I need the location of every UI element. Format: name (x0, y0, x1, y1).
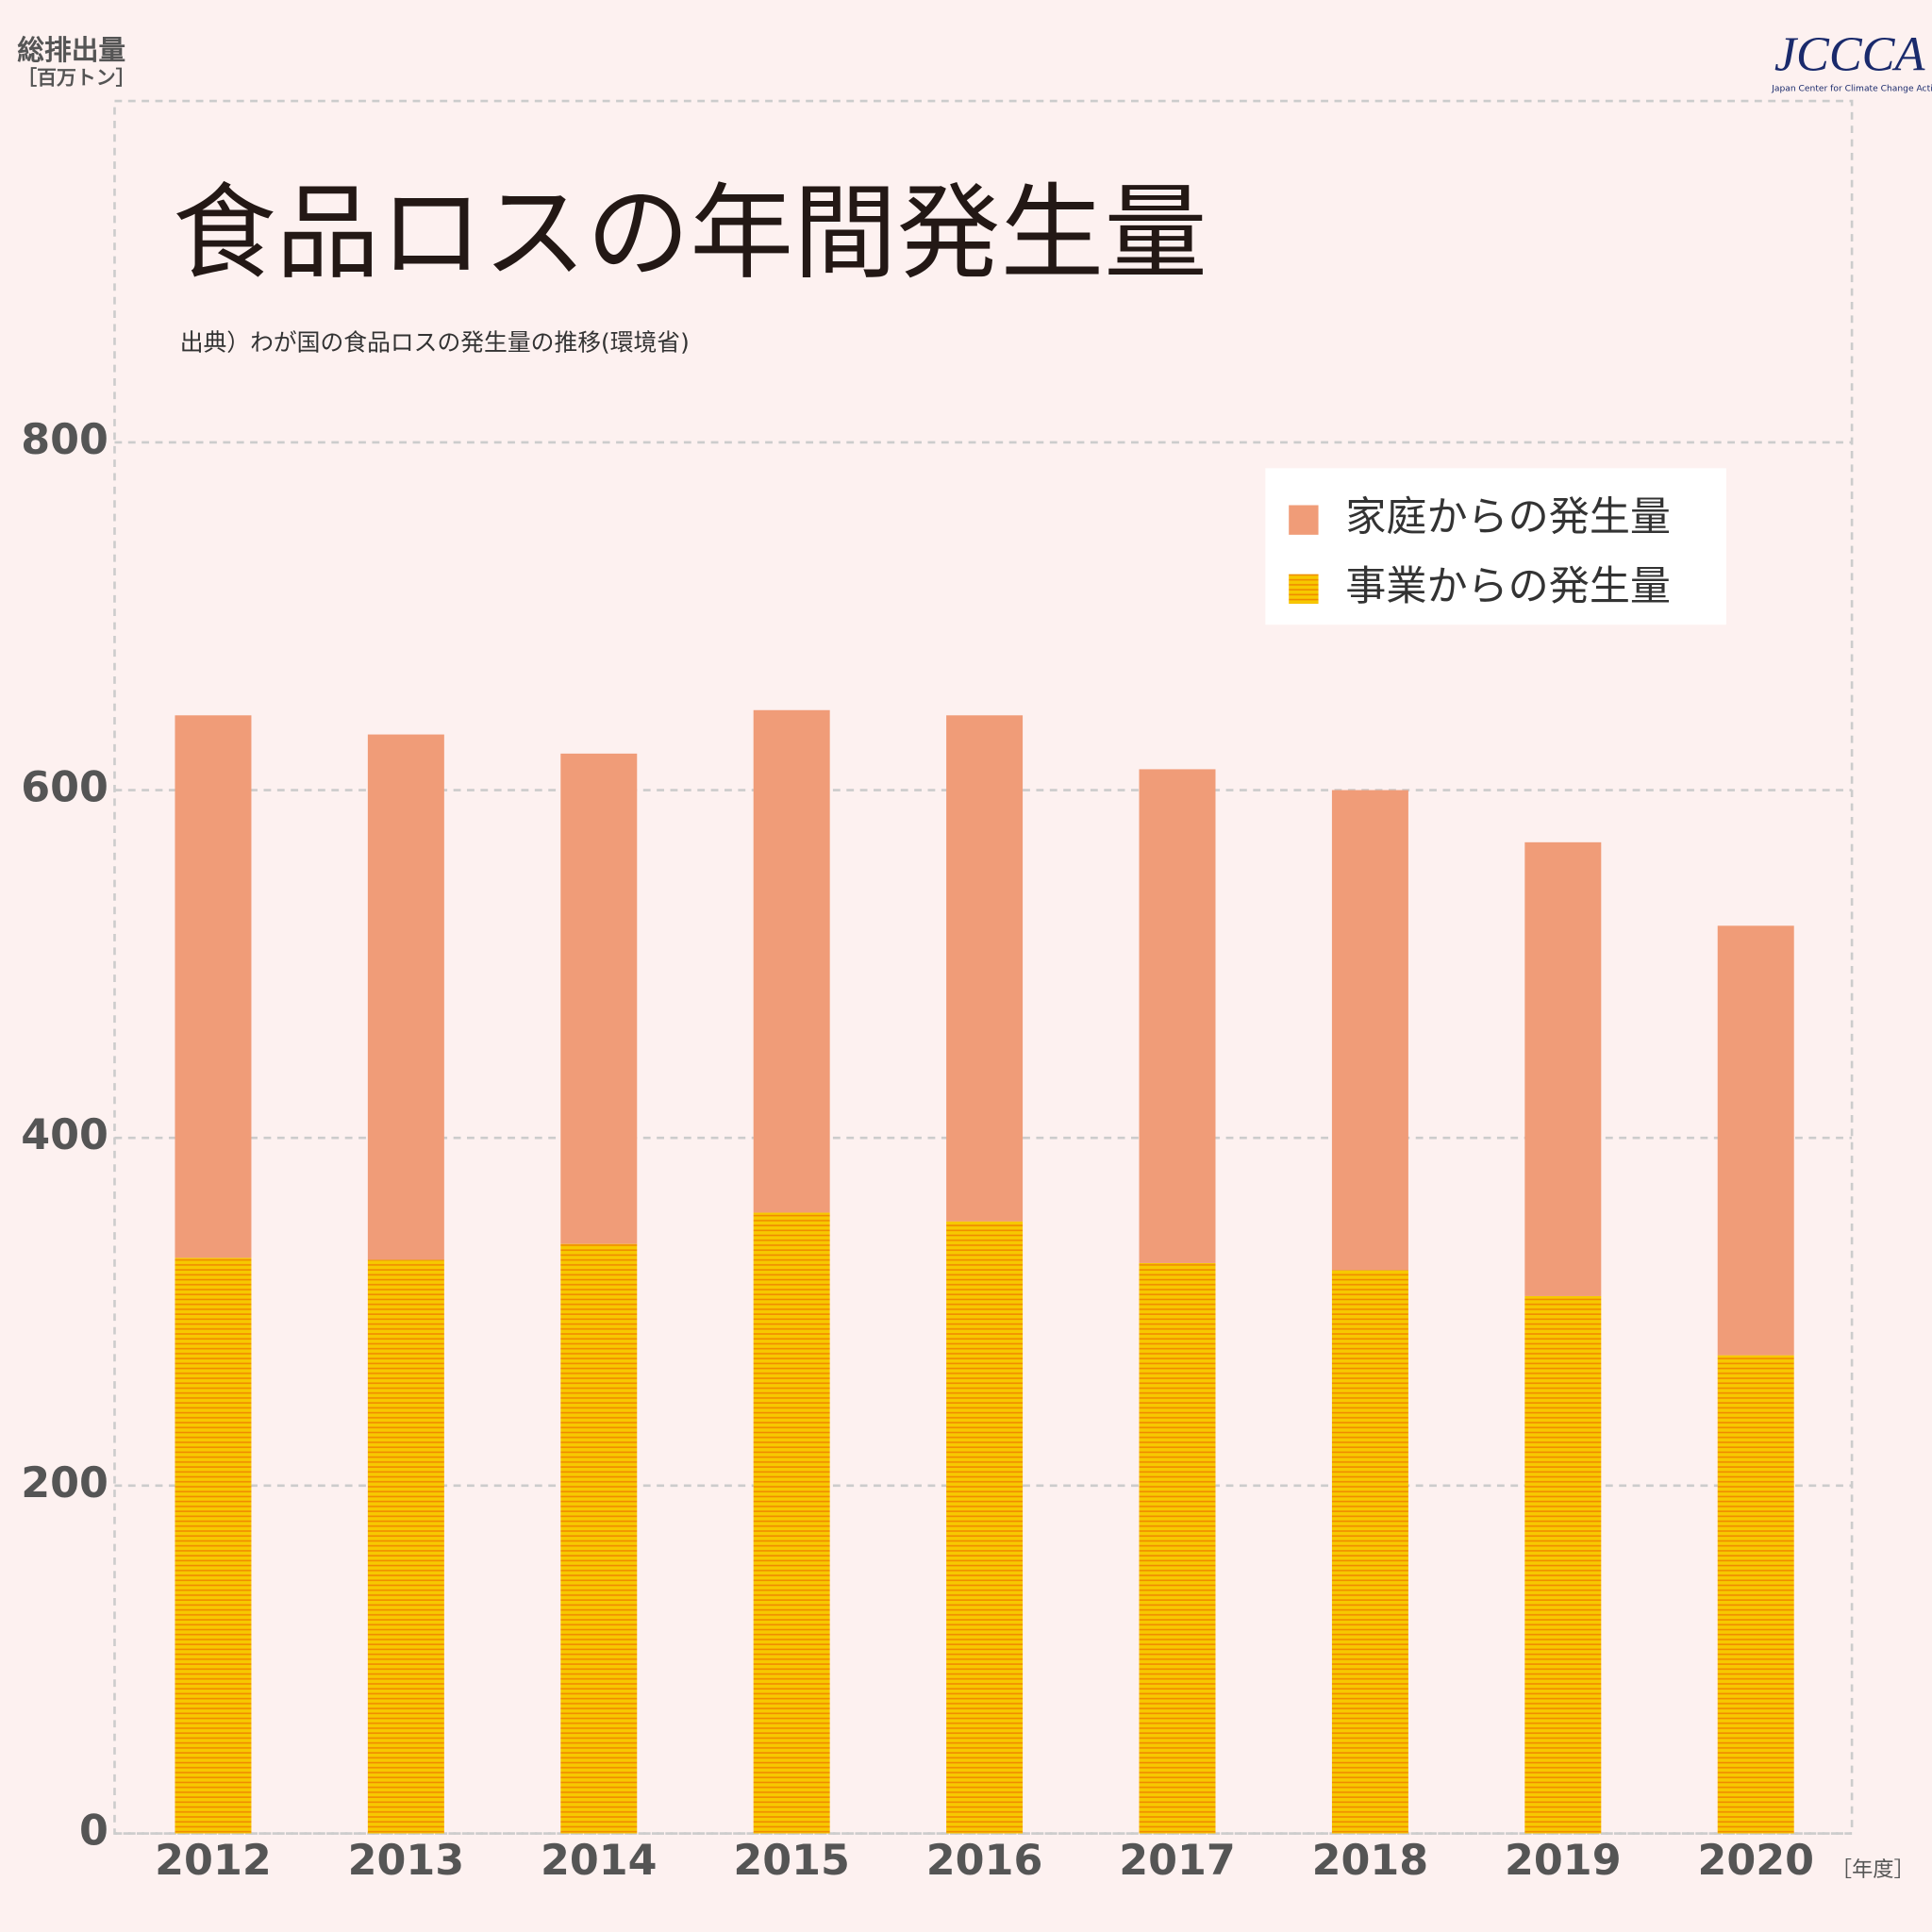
y-tick-label: 400 (21, 1111, 108, 1159)
x-tick-label: 2013 (348, 1837, 465, 1885)
x-tick-label: 2015 (733, 1837, 850, 1885)
bar-segment (753, 709, 830, 1213)
logo: JCCCA (1774, 27, 1926, 82)
y-tick-label: 200 (21, 1459, 108, 1507)
x-label: ［年度］ (1831, 1857, 1915, 1882)
legend-box (1265, 468, 1726, 625)
legend-label: 事業からの発生量 (1345, 563, 1671, 610)
bar-segment (367, 1259, 444, 1834)
bar-segment (1331, 790, 1408, 1271)
bar-segment (560, 1243, 638, 1834)
x-tick-label: 2019 (1505, 1837, 1622, 1885)
bar-segment (1331, 1270, 1408, 1834)
y-tick-label: 0 (79, 1807, 108, 1856)
bar-segment (753, 1212, 830, 1834)
x-tick-label: 2016 (926, 1837, 1043, 1885)
bar-segment (175, 715, 252, 1258)
x-tick-label: 2018 (1312, 1837, 1429, 1885)
x-tick-label: 2014 (541, 1837, 658, 1885)
bar-segment (175, 1257, 252, 1834)
subtitle: 出典）わが国の食品ロスの発生量の推移(環境省) (180, 328, 690, 356)
bar-segment (946, 715, 1024, 1222)
bar-segment (1717, 1355, 1794, 1834)
bar-segment (1717, 925, 1794, 1356)
bar-segment (1139, 1262, 1216, 1834)
y-tick-label: 800 (21, 416, 108, 464)
legend-swatch (1289, 505, 1319, 535)
y-label-unit: ［百万トン］ (17, 67, 135, 90)
legend-swatch (1289, 574, 1319, 604)
legend-label: 家庭からの発生量 (1345, 494, 1671, 541)
x-tick-label: 2020 (1697, 1837, 1814, 1885)
bar-segment (946, 1221, 1024, 1834)
x-tick-label: 2012 (155, 1837, 272, 1885)
bar-segment (1524, 1295, 1602, 1834)
bar-segment (1524, 841, 1602, 1296)
bar-segment (367, 734, 444, 1260)
bar-segment (1139, 769, 1216, 1263)
y-label: 総排出量 (17, 34, 125, 66)
logo-caption: Japan Center for Climate Change Actions (1771, 85, 1932, 94)
bar-segment (560, 753, 638, 1244)
y-tick-label: 600 (21, 764, 108, 812)
x-tick-label: 2017 (1119, 1837, 1236, 1885)
chart-title: 食品ロスの年間発生量 (173, 173, 1208, 293)
